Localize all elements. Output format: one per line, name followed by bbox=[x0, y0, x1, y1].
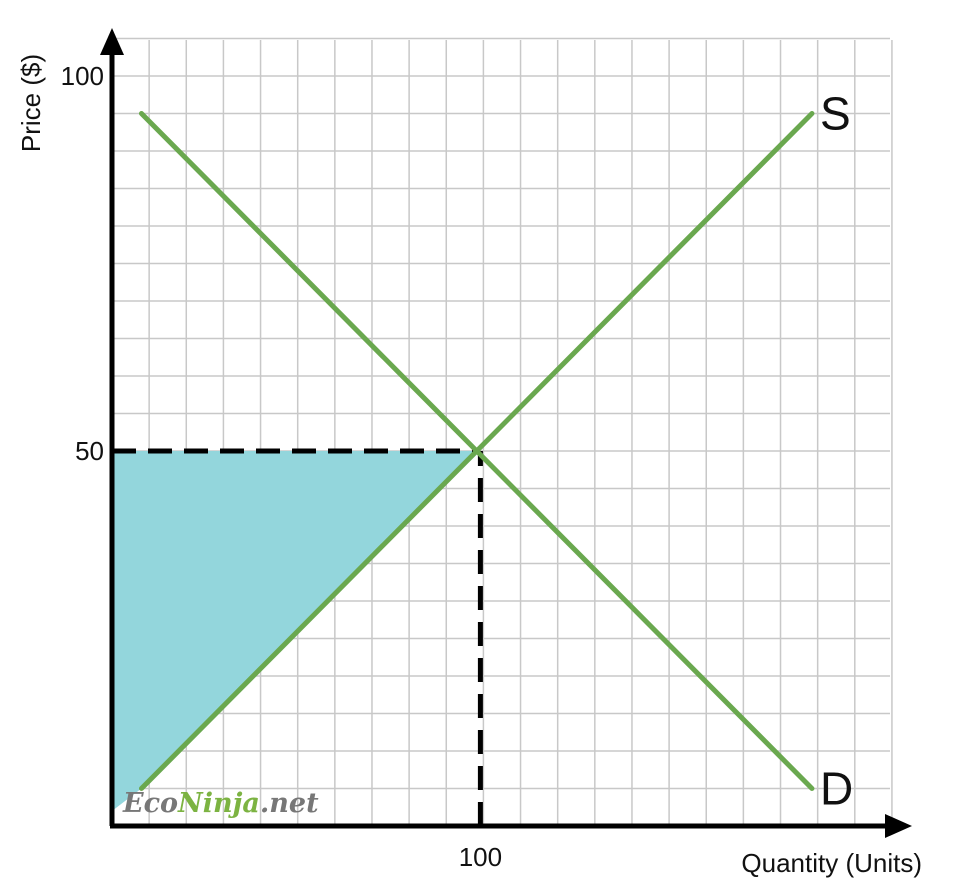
x-axis-title: Quantity (Units) bbox=[741, 848, 922, 878]
y-axis-title: Price ($) bbox=[16, 54, 46, 152]
axes bbox=[100, 28, 912, 838]
guide-lines-layer bbox=[112, 448, 483, 826]
grid-lines bbox=[111, 37, 893, 827]
x-tick-label: 100 bbox=[459, 842, 502, 872]
y-axis-arrowhead bbox=[100, 28, 124, 55]
x-axis-arrowhead bbox=[885, 814, 912, 838]
econinja-watermark: EcoNinja.net bbox=[122, 788, 319, 819]
y-tick-label: 50 bbox=[75, 436, 104, 466]
watermark-prefix: Eco bbox=[122, 788, 178, 819]
d-curve-label: D bbox=[820, 763, 853, 815]
curves-layer bbox=[138, 111, 815, 791]
labels-layer: S D 50 100 100 bbox=[61, 61, 854, 872]
watermark-suffix: .net bbox=[260, 788, 319, 819]
d-curve bbox=[138, 111, 815, 791]
watermark-middle: Ninja bbox=[177, 788, 260, 819]
s-curve-label: S bbox=[820, 88, 851, 140]
y-tick-label: 100 bbox=[61, 61, 104, 91]
